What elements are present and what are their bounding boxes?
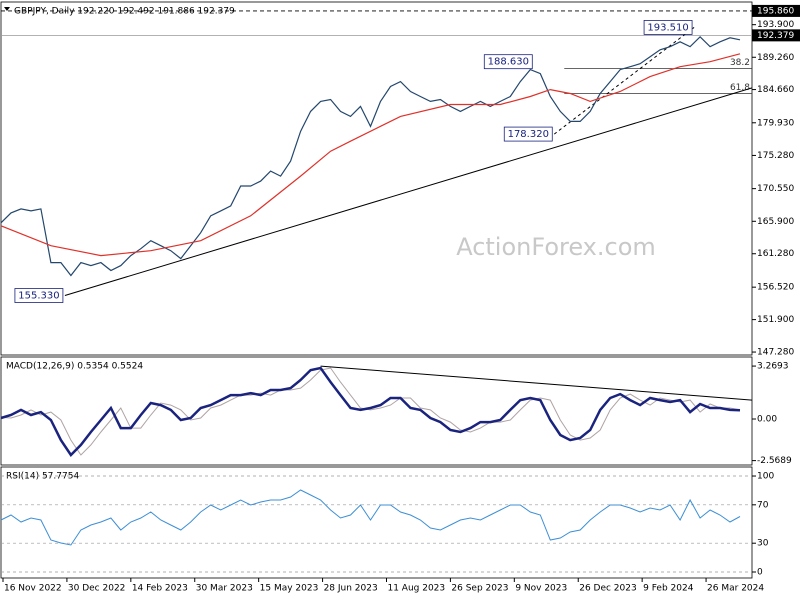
trend-line [64, 87, 753, 297]
y-tick-label: 179.930 [757, 118, 794, 128]
price-label-box [14, 288, 64, 303]
y-tick-label: 0 [757, 568, 763, 578]
level-label: 195.860 [757, 6, 794, 16]
panel-frame [0, 1, 753, 356]
y-tick-label: 175.280 [757, 151, 794, 161]
last-price-box [752, 29, 800, 42]
x-tick-label: 16 Nov 2022 [4, 584, 62, 594]
y-tick-label: -2.5689 [757, 456, 792, 466]
x-tick-label: 30 Dec 2022 [68, 584, 126, 594]
y-tick-label: 30 [757, 539, 769, 549]
price-label-box [483, 54, 533, 70]
y-tick-label: 3.2693 [757, 362, 789, 372]
price-label: 155.330 [18, 291, 59, 302]
fib-label: 61.8 [730, 83, 750, 93]
x-tick-label: 26 Sep 2023 [451, 584, 508, 594]
price-label: 178.320 [508, 129, 549, 140]
x-tick-label: 30 Mar 2023 [196, 584, 253, 594]
y-tick-label: 161.280 [757, 249, 794, 259]
x-tick-label: 11 Aug 2023 [387, 584, 445, 594]
trend-line [320, 365, 753, 401]
x-tick-label: 9 Feb 2024 [643, 584, 694, 594]
panel-title: MACD(12,26,9) 0.5354 0.5524 [6, 362, 143, 372]
y-tick-label: 170.550 [757, 184, 794, 194]
x-tick-label: 14 Feb 2023 [132, 584, 188, 594]
panel-title: RSI(14) 57.7754 [6, 472, 79, 482]
series-line [0, 489, 741, 546]
x-tick-label: 26 Mar 2024 [707, 584, 764, 594]
y-tick-label: 193.900 [757, 20, 794, 30]
series-line [0, 35, 741, 277]
y-tick-label: 165.900 [757, 217, 794, 227]
price-label-box [503, 126, 553, 142]
x-tick-label: 15 May 2023 [260, 584, 319, 594]
y-tick-label: 184.660 [757, 85, 794, 95]
y-tick-label: 151.900 [757, 315, 794, 325]
price-label: 188.630 [488, 57, 529, 68]
series-line [0, 367, 741, 456]
x-tick-label: 26 Dec 2023 [579, 584, 637, 594]
watermark: ActionForex.com [456, 233, 656, 261]
x-tick-label: 28 Jun 2023 [324, 584, 378, 594]
price-label: 193.510 [647, 22, 688, 33]
menu-icon [4, 7, 10, 11]
series-line [0, 366, 741, 457]
y-tick-label: 189.260 [757, 53, 794, 63]
y-tick-label: 156.520 [757, 283, 794, 293]
panel-title: GBPJPY, Daily 192.220 192.492 191.886 19… [14, 7, 235, 17]
price-label-box [643, 20, 693, 35]
fib-label: 38.2 [730, 58, 750, 68]
panel-frame [0, 356, 753, 466]
y-tick-label: 100 [757, 472, 774, 482]
level-box [752, 4, 800, 17]
y-tick-label: 0.00 [757, 415, 777, 425]
x-tick-label: 9 Nov 2023 [515, 584, 567, 594]
trend-line [553, 27, 695, 135]
last-price-label: 192.379 [757, 31, 794, 41]
series-line [0, 53, 741, 257]
y-tick-label: 70 [757, 500, 769, 510]
panel-frame [0, 466, 753, 579]
y-tick-label: 147.280 [757, 348, 794, 358]
